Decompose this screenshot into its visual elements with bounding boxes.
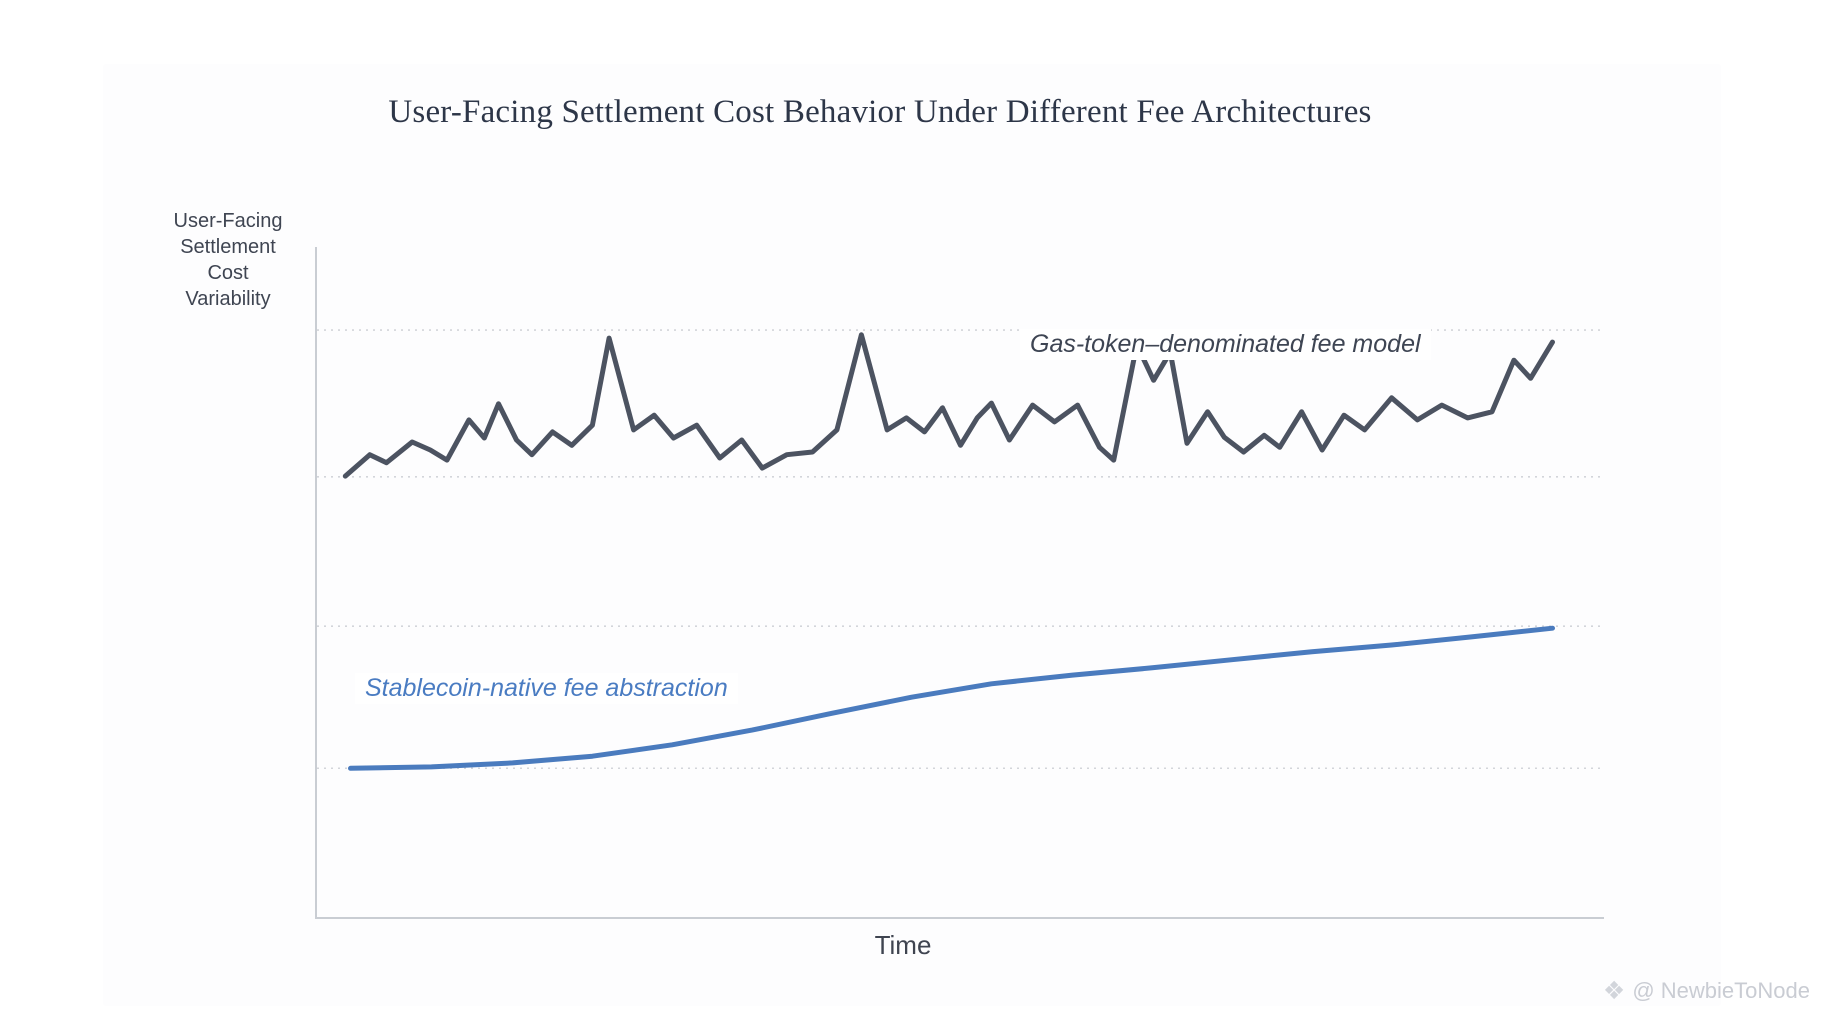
y-axis-label: User-Facing Settlement Cost Variability — [128, 208, 328, 312]
y-axis-label-line: Settlement — [180, 236, 276, 258]
series-line-1 — [348, 625, 1555, 771]
x-axis-label: Time — [874, 930, 932, 960]
chart-card — [103, 64, 1721, 1006]
series-label-stablecoin: Stablecoin-native fee abstraction — [355, 673, 738, 704]
watermark: ❖ @ NewbieToNode — [1540, 978, 1810, 1004]
chart-title: User-Facing Settlement Cost Behavior Und… — [388, 94, 1372, 130]
plot-area: Gas-token–denominated fee model Stableco… — [315, 247, 1604, 919]
y-axis-label-line: User-Facing — [173, 210, 283, 232]
y-axis-label-line: Cost — [207, 262, 249, 284]
watermark-text: @ NewbieToNode — [1632, 978, 1810, 1003]
diamond-icon: ❖ — [1602, 976, 1626, 1005]
y-axis-label-line: Variability — [185, 288, 271, 310]
series-line-0 — [342, 332, 1555, 479]
series-label-gas-model: Gas-token–denominated fee model — [1020, 329, 1431, 360]
